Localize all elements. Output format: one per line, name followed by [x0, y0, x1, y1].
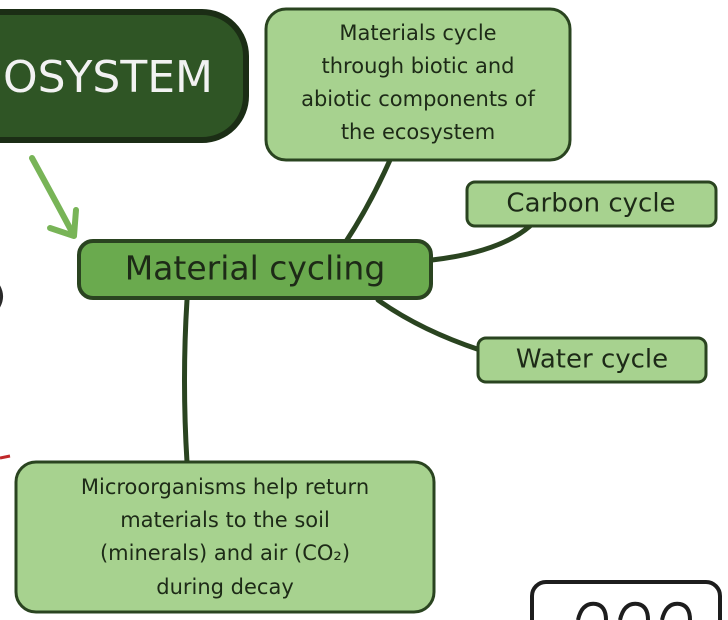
node-label: Carbon cycle: [506, 189, 675, 219]
node-label: through biotic and: [322, 54, 515, 78]
edge-mark: [0, 285, 3, 308]
connectors: [182, 157, 533, 465]
node-label: materials to the soil: [120, 508, 330, 532]
node-label: Water cycle: [516, 345, 668, 375]
node-label: abiotic components of: [301, 87, 535, 111]
ecosystem-box: [0, 9, 249, 143]
connector: [342, 157, 393, 246]
edge-mark: [0, 454, 11, 460]
partial-icon: [576, 601, 692, 620]
partial-box: [530, 580, 722, 620]
connector: [429, 223, 533, 263]
node-box: [465, 180, 718, 228]
node-label: the ecosystem: [341, 120, 495, 144]
central-node-box: [77, 239, 433, 300]
node-label: Materials cycle: [339, 21, 496, 45]
connector: [375, 297, 483, 353]
ecosystem-title: OSYSTEM: [3, 52, 213, 103]
node-box: [264, 7, 572, 162]
arrow: [29, 155, 79, 239]
node-label: (minerals) and air (CO₂): [100, 541, 350, 565]
node-label: Microorganisms help return: [81, 475, 369, 499]
node-box: [14, 460, 436, 614]
central-node-label: Material cycling: [125, 249, 386, 288]
node-label: during decay: [156, 575, 294, 599]
node-box: [476, 336, 708, 384]
connector: [182, 297, 190, 465]
